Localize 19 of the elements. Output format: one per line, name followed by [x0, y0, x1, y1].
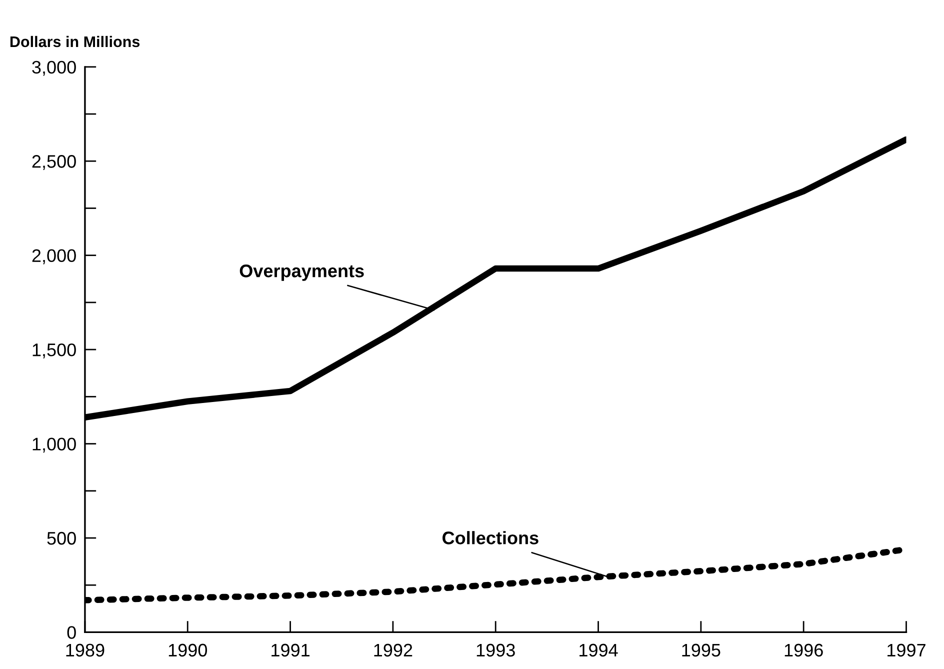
y-tick-label: 500	[47, 532, 76, 545]
y-tick-label: 1,000	[32, 438, 76, 453]
y-tick-label: 1,500	[32, 343, 76, 358]
annotation: Overpayments	[240, 264, 364, 281]
x-tick-label: 1997	[888, 644, 926, 657]
y-tick-label: 0	[67, 626, 76, 639]
x-tick-label: 1992	[374, 644, 412, 657]
x-tick-label: 1991	[272, 644, 310, 657]
annotation: Collections	[442, 531, 538, 544]
x-tick-label: 1996	[784, 644, 823, 657]
x-tick-label: 1995	[682, 644, 720, 657]
x-tick-label: 1994	[580, 644, 618, 657]
x-tick-label: 1989	[66, 644, 104, 657]
y-tick-label: 3,000	[32, 60, 76, 76]
y-axis-title: Dollars in Millions	[10, 36, 140, 48]
y-tick-label: 2,500	[32, 155, 76, 170]
x-tick-label: 1993	[476, 644, 515, 657]
y-tick-label: 2,000	[32, 249, 76, 264]
x-tick-label: 1990	[168, 644, 207, 657]
